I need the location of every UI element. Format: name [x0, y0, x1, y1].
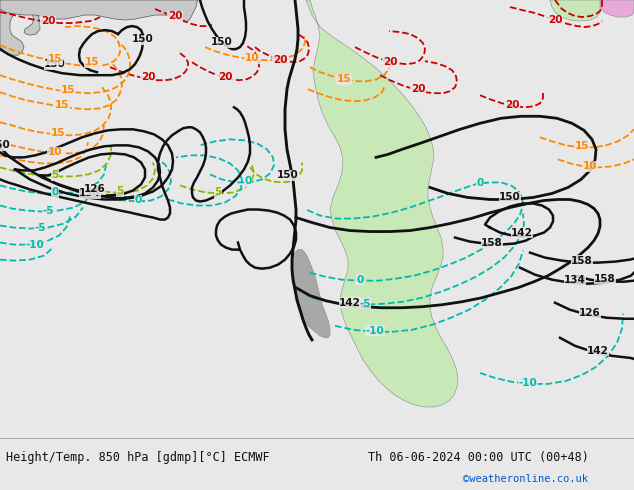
Text: 134: 134	[564, 275, 586, 285]
Text: 5: 5	[214, 188, 222, 197]
Text: 126: 126	[579, 308, 601, 318]
Text: 150: 150	[132, 34, 154, 44]
Text: 20: 20	[168, 11, 182, 21]
Polygon shape	[600, 0, 634, 17]
Text: 0: 0	[244, 176, 252, 186]
Text: 150: 150	[44, 59, 66, 69]
Text: 10: 10	[245, 53, 259, 63]
Text: -10: -10	[366, 326, 384, 336]
Text: 5: 5	[117, 187, 124, 196]
Polygon shape	[550, 0, 600, 21]
Text: 15: 15	[51, 128, 65, 138]
Text: 158: 158	[594, 274, 616, 284]
Text: 150: 150	[211, 37, 233, 47]
Text: 0: 0	[51, 188, 58, 197]
Text: 150: 150	[0, 140, 11, 150]
Text: 20: 20	[411, 84, 425, 94]
Text: 20: 20	[217, 72, 232, 82]
Text: 126: 126	[84, 184, 106, 195]
Polygon shape	[35, 0, 46, 7]
Text: Th 06-06-2024 00:00 UTC (00+48): Th 06-06-2024 00:00 UTC (00+48)	[368, 451, 588, 465]
Text: 15: 15	[337, 74, 351, 84]
Polygon shape	[293, 249, 330, 338]
Text: 15: 15	[575, 141, 589, 151]
Text: 20: 20	[141, 72, 155, 82]
Polygon shape	[306, 0, 458, 407]
Text: ©weatheronline.co.uk: ©weatheronline.co.uk	[463, 474, 588, 484]
Text: 0: 0	[476, 178, 484, 189]
Text: 158: 158	[571, 256, 593, 266]
Text: Height/Temp. 850 hPa [gdmp][°C] ECMWF: Height/Temp. 850 hPa [gdmp][°C] ECMWF	[6, 451, 270, 465]
Text: -5: -5	[34, 222, 46, 233]
Text: 20: 20	[505, 100, 519, 110]
Text: 0: 0	[134, 196, 141, 205]
Text: 20: 20	[273, 55, 287, 65]
Text: 150: 150	[277, 171, 299, 180]
Text: -10: -10	[25, 240, 44, 249]
Text: 5: 5	[51, 171, 58, 180]
Text: 15: 15	[55, 100, 69, 110]
Text: 158: 158	[481, 238, 503, 247]
Polygon shape	[0, 0, 198, 22]
Text: 15: 15	[48, 54, 62, 64]
Text: 15: 15	[85, 57, 100, 67]
Text: -10: -10	[519, 378, 538, 388]
Text: 142: 142	[339, 298, 361, 308]
Text: 20: 20	[41, 16, 55, 26]
Text: 20: 20	[548, 15, 562, 25]
Text: 15: 15	[61, 85, 75, 95]
Text: 134: 134	[79, 189, 101, 198]
Text: 10: 10	[583, 161, 597, 172]
Text: 0: 0	[356, 275, 364, 285]
Text: 10: 10	[48, 147, 62, 157]
Text: 20: 20	[383, 57, 398, 67]
Polygon shape	[0, 0, 40, 55]
Text: 142: 142	[511, 227, 533, 238]
Text: -5: -5	[359, 299, 371, 309]
Text: 150: 150	[499, 193, 521, 202]
Text: -5: -5	[42, 205, 54, 216]
Text: 142: 142	[587, 346, 609, 356]
